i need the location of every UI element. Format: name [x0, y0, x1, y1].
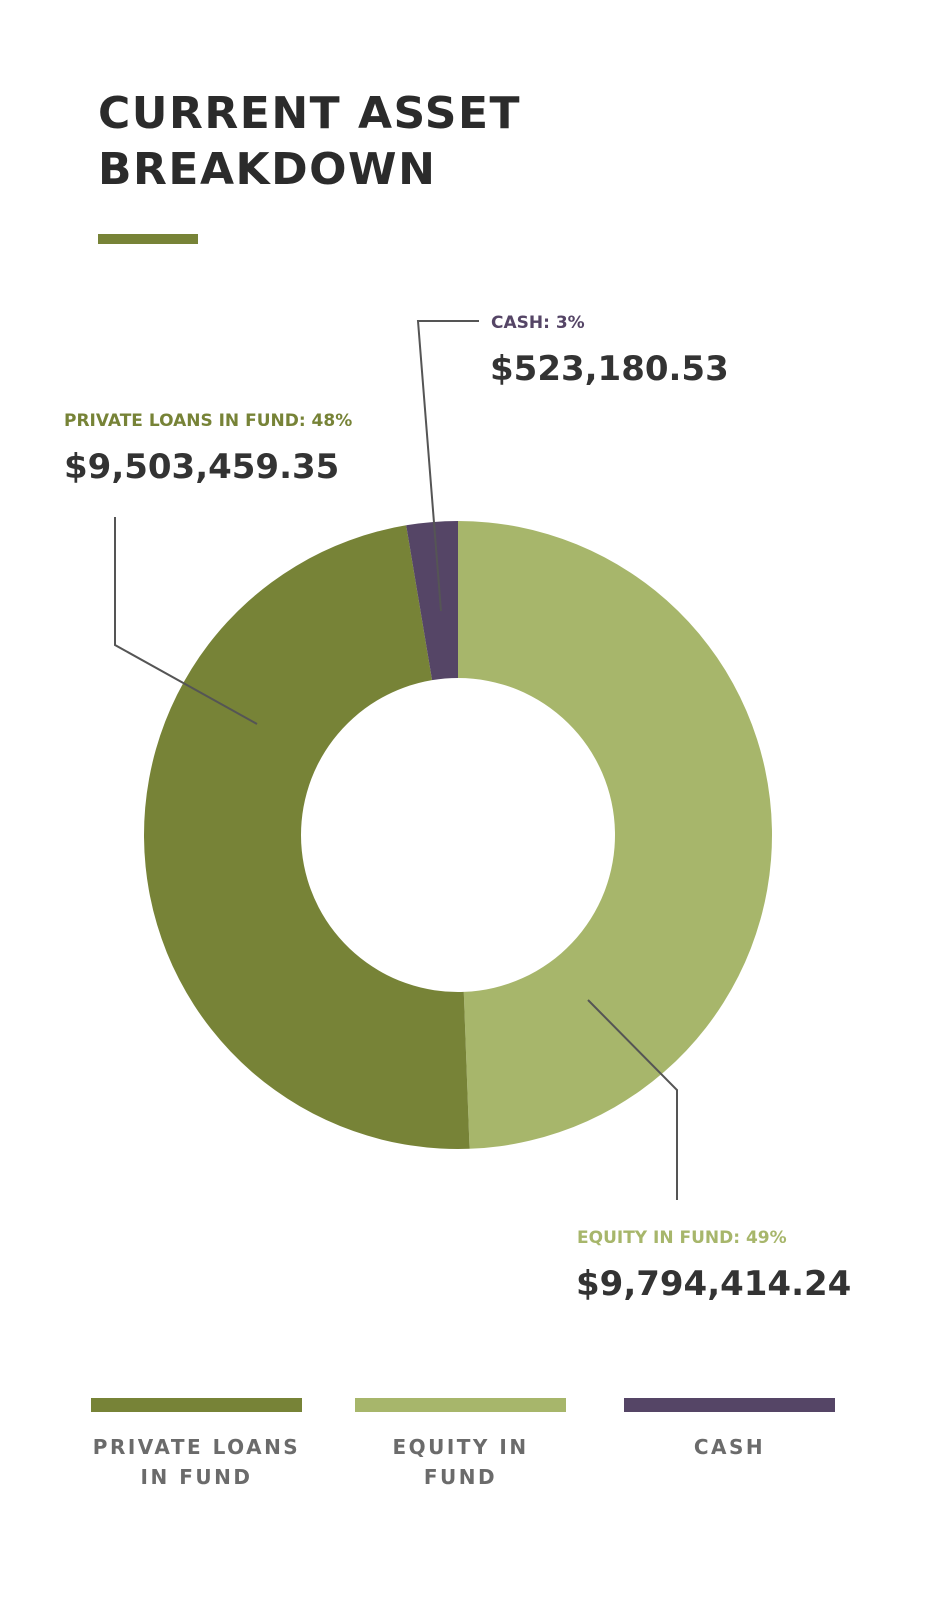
callout-label-equity: EQUITY IN FUND: 49%: [577, 1228, 787, 1248]
leader-line-cash: [416, 320, 479, 612]
legend-label-private-loans: PRIVATE LOANS IN FUND: [91, 1432, 302, 1492]
donut-slice-cash: [406, 521, 458, 681]
legend-label-private-loans-line-2: IN FUND: [140, 1465, 253, 1489]
chart-title-line-2: BREAKDOWN: [98, 144, 437, 195]
legend-item-private-loans: PRIVATE LOANS IN FUND: [91, 1398, 302, 1492]
leader-line-private-loans: [114, 517, 258, 725]
legend-item-cash: CASH: [624, 1398, 835, 1462]
chart-title: CURRENT ASSET BREAKDOWN: [98, 86, 658, 198]
legend-swatch-equity: [355, 1398, 566, 1412]
donut-slice-private-loans: [143, 525, 470, 1150]
legend-item-equity: EQUITY IN FUND: [355, 1398, 566, 1492]
legend-label-private-loans-line-1: PRIVATE LOANS: [92, 1435, 301, 1459]
legend: PRIVATE LOANS IN FUND EQUITY IN FUND CAS…: [0, 1398, 947, 1518]
leader-line-equity: [587, 999, 678, 1200]
callout-value-cash: $523,180.53: [490, 349, 729, 389]
callout-leader-lines: [114, 320, 678, 1200]
title-underline: [98, 234, 198, 244]
chart-title-line-1: CURRENT ASSET: [98, 88, 522, 139]
callout-label-private-loans: PRIVATE LOANS IN FUND: 48%: [64, 411, 353, 431]
callout-value-private-loans: $9,503,459.35: [64, 447, 340, 487]
legend-label-cash: CASH: [693, 1435, 766, 1459]
legend-swatch-private-loans: [91, 1398, 302, 1412]
donut-slices: [143, 521, 773, 1150]
callout-label-cash: CASH: 3%: [491, 313, 585, 333]
callout-value-equity: $9,794,414.24: [576, 1264, 852, 1304]
legend-label-equity: EQUITY IN FUND: [392, 1435, 529, 1489]
legend-swatch-cash: [624, 1398, 835, 1412]
donut-slice-equity: [458, 521, 773, 1149]
